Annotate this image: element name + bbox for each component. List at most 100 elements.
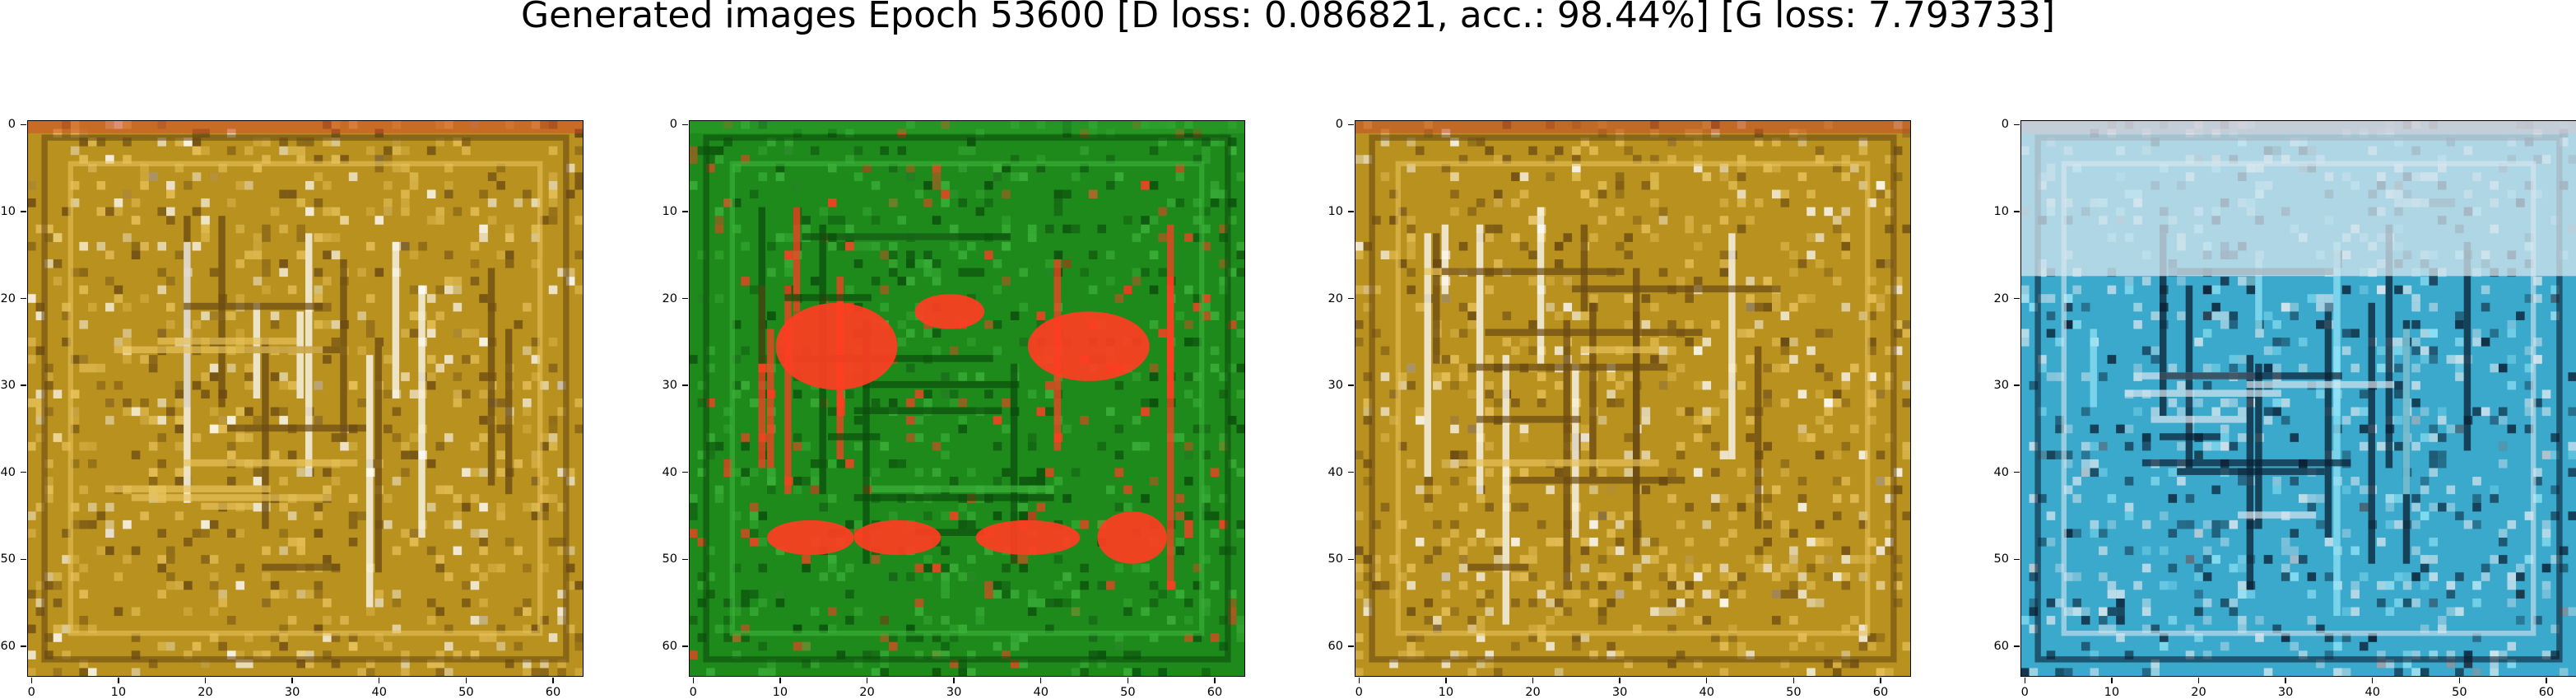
y-tick-label: 40 [1328,465,1343,479]
x-tick [2111,678,2113,683]
y-tick-label: 40 [0,465,16,479]
x-tick [1532,678,1534,683]
x-tick-label: 10 [110,686,127,699]
x-tick-label: 0 [1355,686,1363,699]
y-tick [682,123,688,125]
x-tick-label: 60 [1872,686,1889,699]
y-tick [682,472,688,473]
y-tick [2014,645,2020,647]
y-tick [21,472,26,473]
x-tick-label: 10 [2104,686,2120,699]
y-tick [21,558,26,561]
y-tick-label: 20 [662,291,677,305]
x-tick-label: 60 [2538,686,2555,699]
x-tick [1445,678,1447,683]
x-tick [692,678,694,683]
x-tick [30,678,32,683]
y-tick [1348,645,1354,647]
x-tick-label: 40 [1033,686,1049,699]
y-tick [21,297,26,300]
x-tick [1358,678,1360,683]
y-tick [2014,297,2020,300]
y-tick [682,297,688,300]
x-tick [953,678,955,683]
x-tick-label: 60 [545,686,561,699]
x-tick-label: 40 [1699,686,1714,699]
y-tick [1348,123,1354,125]
image-pixels [2020,120,2576,677]
y-tick [2014,472,2020,473]
x-tick-label: 40 [371,686,387,699]
y-tick-label: 0 [7,118,16,132]
x-tick-label: 40 [2364,686,2380,699]
generated-image-1: 0 0 10 10 20 20 30 30 40 40 50 50 60 60 [1,118,584,699]
y-tick-label: 20 [0,291,16,305]
y-tick-label: 0 [669,118,677,132]
x-tick [1619,678,1620,683]
x-tick-label: 50 [458,686,474,699]
x-tick [2458,678,2461,683]
y-tick-label: 30 [0,379,16,393]
y-tick-label: 30 [1993,379,2009,393]
image-pixels [27,120,584,677]
x-tick-label: 0 [27,686,35,699]
y-tick [1348,384,1354,386]
x-tick-label: 30 [1611,686,1628,699]
y-tick [2014,123,2020,125]
generated-image-3: 0 0 10 10 20 20 30 30 40 40 50 50 60 60 [1328,118,1911,699]
x-tick [118,678,119,683]
y-tick [682,645,688,647]
y-tick [1348,558,1354,561]
y-tick [21,384,26,386]
y-tick-label: 50 [1328,552,1343,566]
y-tick-label: 0 [1335,118,1343,132]
y-tick [1348,297,1354,300]
x-tick [1793,678,1795,683]
x-tick [1880,678,1881,683]
x-tick [552,678,554,683]
x-tick-label: 50 [1786,686,1802,699]
x-tick-label: 30 [946,686,962,699]
y-tick [21,645,26,647]
y-tick [1348,211,1354,212]
y-tick-label: 20 [1993,291,2009,305]
y-tick [682,211,688,212]
y-tick-label: 60 [0,640,16,654]
y-tick [2014,384,2020,386]
x-tick [465,678,467,683]
y-tick-label: 40 [1993,465,2009,479]
y-tick-label: 50 [662,552,677,566]
x-tick-label: 30 [2277,686,2294,699]
image-pixels [689,120,1245,677]
y-tick-label: 10 [1328,204,1343,218]
y-tick [682,558,688,561]
y-tick [2014,558,2020,561]
y-tick-label: 10 [0,204,16,218]
x-tick-label: 0 [2020,686,2029,699]
x-tick-label: 10 [1438,686,1454,699]
x-tick-label: 20 [198,686,213,699]
figure-title: Generated images Epoch 53600 [D loss: 0.… [520,0,2056,36]
y-tick-label: 60 [1328,640,1343,654]
y-tick [2014,211,2020,212]
x-tick-label: 30 [284,686,300,699]
y-tick-label: 30 [662,379,677,393]
y-tick-label: 60 [1993,640,2009,654]
x-tick-label: 50 [1120,686,1136,699]
y-tick-label: 50 [0,552,16,566]
y-tick [21,123,26,125]
y-tick [682,384,688,386]
x-tick-label: 20 [1525,686,1541,699]
generated-image-2: 0 0 10 10 20 20 30 30 40 40 50 50 60 60 [663,118,1245,699]
x-tick-label: 60 [1207,686,1223,699]
y-tick-label: 30 [1328,379,1343,393]
y-tick [21,211,26,212]
y-tick-label: 50 [1993,552,2009,566]
y-tick-label: 60 [662,640,677,654]
y-tick-label: 40 [662,465,677,479]
x-tick [779,678,781,683]
x-tick-label: 10 [772,686,788,699]
x-tick [291,678,293,683]
x-tick-label: 0 [689,686,697,699]
y-tick-label: 10 [662,204,677,218]
